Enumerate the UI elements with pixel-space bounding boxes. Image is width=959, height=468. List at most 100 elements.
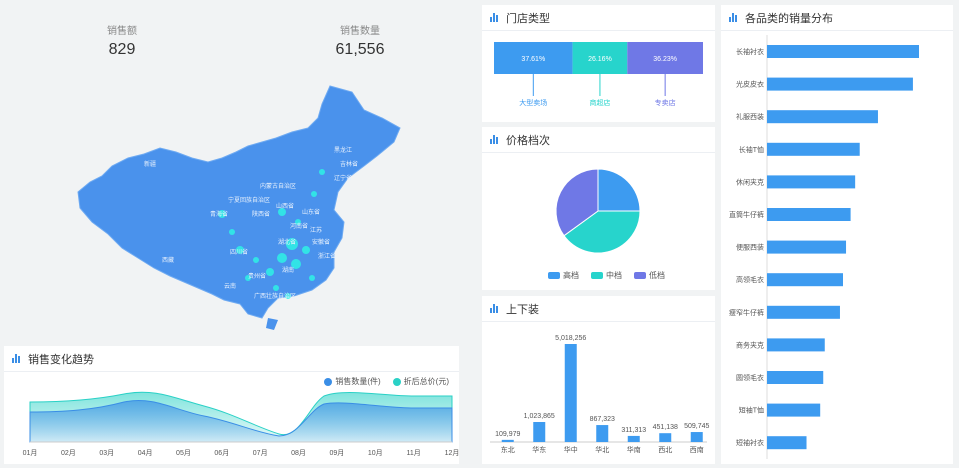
y-tick-label: 光皮皮衣 — [736, 80, 764, 89]
trend-card: 销售变化趋势 销售数量(件) 折后总价(元) 01月 02月 03月 04月 05月 06… — [4, 346, 459, 464]
bar[interactable] — [690, 432, 703, 442]
y-tick-label: 便服西装 — [736, 243, 764, 252]
x-tick-label: 12月 — [445, 449, 459, 457]
x-tick-label: 06月 — [214, 449, 229, 457]
apparel-card: 上下装 109,979 东北 1,023,865 华东 5,018,256 华中 867,3… — [482, 296, 715, 464]
map-label: 黑龙江 — [334, 146, 352, 154]
bar[interactable] — [767, 338, 825, 352]
apparel-bar-chart[interactable]: 109,979 东北 1,023,865 华东 5,018,256 华中 867,323 华北… — [482, 322, 715, 464]
map-label: 辽宁省 — [334, 174, 352, 182]
y-tick-label: 礼服西装 — [736, 112, 764, 121]
map-label: 江苏 — [310, 226, 322, 234]
kpi-sales-amount: 销售额 829 — [52, 22, 192, 59]
bar[interactable] — [659, 433, 672, 442]
map-label: 青海省 — [210, 210, 228, 218]
map-label: 贵州省 — [248, 272, 266, 280]
store-segment[interactable] — [627, 42, 703, 74]
bar[interactable] — [767, 371, 824, 384]
x-tick-label: 03月 — [99, 449, 114, 457]
y-tick-label: 圆领毛衣 — [736, 373, 764, 382]
price-tier-legend[interactable]: 高档 中档 低档 — [548, 270, 665, 281]
map-label: 湖北省 — [278, 238, 296, 246]
bar[interactable] — [627, 435, 640, 442]
legend-item-low[interactable]: 低档 — [634, 270, 665, 281]
x-tick-label: 04月 — [138, 449, 153, 457]
card-header: 销售变化趋势 — [4, 346, 459, 372]
legend-item-total[interactable]: 折后总价(元) — [392, 376, 449, 387]
kpi-value: 829 — [108, 41, 136, 58]
bar-chart-icon — [490, 13, 500, 22]
pie-slice[interactable] — [563, 210, 641, 254]
store-type-chart[interactable]: 37.61% 大型卖场 26.16% 商超店 36.23% 专卖店 — [482, 31, 715, 122]
legend-item-mid[interactable]: 中档 — [591, 270, 622, 281]
y-tick-label: 短袖衬衣 — [736, 438, 764, 447]
x-tick-label: 02月 — [61, 449, 76, 457]
bar-chart-icon — [729, 13, 739, 22]
x-tick-label: 08月 — [291, 449, 306, 457]
card-title: 销售变化趋势 — [28, 353, 94, 366]
y-tick-label: 休闲夹克 — [736, 177, 764, 186]
x-tick-label: 07月 — [253, 449, 268, 457]
bar[interactable] — [767, 142, 860, 156]
y-tick-label: 短袖T恤 — [739, 406, 764, 415]
x-tick-label: 华中 — [564, 445, 578, 454]
map-label: 新疆 — [144, 160, 156, 168]
kpi-label: 销售数量 — [340, 26, 380, 37]
legend-label: 中档 — [606, 271, 622, 280]
bar[interactable] — [767, 436, 807, 450]
map-label: 内蒙古自治区 — [260, 182, 296, 190]
store-segment[interactable] — [572, 42, 628, 74]
bar[interactable] — [501, 439, 514, 442]
bar[interactable] — [767, 175, 856, 189]
map-label: 山东省 — [302, 208, 320, 216]
card-title: 上下装 — [506, 303, 539, 316]
price-tier-pie[interactable] — [482, 153, 715, 263]
bar[interactable] — [767, 273, 843, 287]
bar[interactable] — [767, 305, 840, 319]
store-segment[interactable] — [494, 42, 573, 74]
map-label: 安徽省 — [312, 238, 330, 246]
bar[interactable] — [767, 45, 919, 58]
card-header: 各品类的销量分布 — [721, 5, 953, 31]
card-title: 门店类型 — [506, 12, 550, 25]
pie-slice[interactable] — [555, 168, 599, 237]
y-tick-label: 长袖衬衣 — [736, 47, 764, 56]
bar[interactable] — [767, 110, 878, 124]
map-label: 宁夏回族自治区 — [228, 196, 270, 204]
y-tick-label: 直筒牛仔裤 — [729, 210, 764, 219]
bar-value-label: 509,745 — [684, 423, 709, 430]
map-label: 陕西省 — [252, 210, 270, 218]
segment-pct-label: 36.23% — [653, 56, 677, 63]
bar[interactable] — [596, 425, 609, 442]
x-tick-label: 05月 — [176, 449, 191, 457]
kpi-label: 销售额 — [107, 26, 137, 37]
bar[interactable] — [533, 422, 546, 442]
legend-label: 高档 — [563, 271, 579, 280]
y-tick-label: 长袖T恤 — [739, 145, 764, 154]
bar[interactable] — [767, 77, 913, 91]
bar[interactable] — [564, 344, 577, 442]
card-header: 价格档次 — [482, 127, 715, 153]
map-label: 吉林省 — [340, 160, 358, 168]
map-label: 云南 — [224, 282, 236, 290]
bar[interactable] — [767, 240, 847, 254]
trend-chart[interactable]: 01月 02月 03月 04月 05月 06月 07月 08月 09月 10月 11月 12月 — [4, 386, 459, 464]
bar[interactable] — [767, 403, 821, 417]
bar-value-label: 1,023,865 — [524, 413, 555, 420]
pie-slice[interactable] — [597, 168, 641, 212]
bar-chart-icon — [12, 354, 22, 363]
x-tick-label: 09月 — [330, 449, 345, 457]
x-tick-label: 01月 — [23, 449, 38, 457]
legend-item-high[interactable]: 高档 — [548, 270, 579, 281]
store-type-card: 门店类型 37.61% 大型卖场 26.16% 商超店 36.23% 专卖店 — [482, 5, 715, 122]
bar[interactable] — [767, 208, 851, 221]
segment-pct-label: 37.61% — [521, 56, 545, 63]
bar-value-label: 451,138 — [653, 424, 678, 431]
china-map[interactable]: 新疆 西藏 内蒙古自治区 宁夏回族自治区 青海省 黑龙江 吉林省 辽宁省 山西省… — [72, 82, 412, 342]
map-label: 浙江省 — [318, 252, 336, 260]
segment-name-label: 商超店 — [589, 98, 610, 107]
legend-label: 销售数量(件) — [335, 377, 381, 386]
category-sales-chart[interactable]: 长袖衬衣光皮皮衣礼服西装长袖T恤休闲夹克直筒牛仔裤便服西装高领毛衣瘦窄牛仔裤商务… — [721, 31, 953, 464]
legend-item-quantity[interactable]: 销售数量(件) — [324, 376, 381, 387]
trend-legend[interactable]: 销售数量(件) 折后总价(元) — [324, 376, 449, 387]
